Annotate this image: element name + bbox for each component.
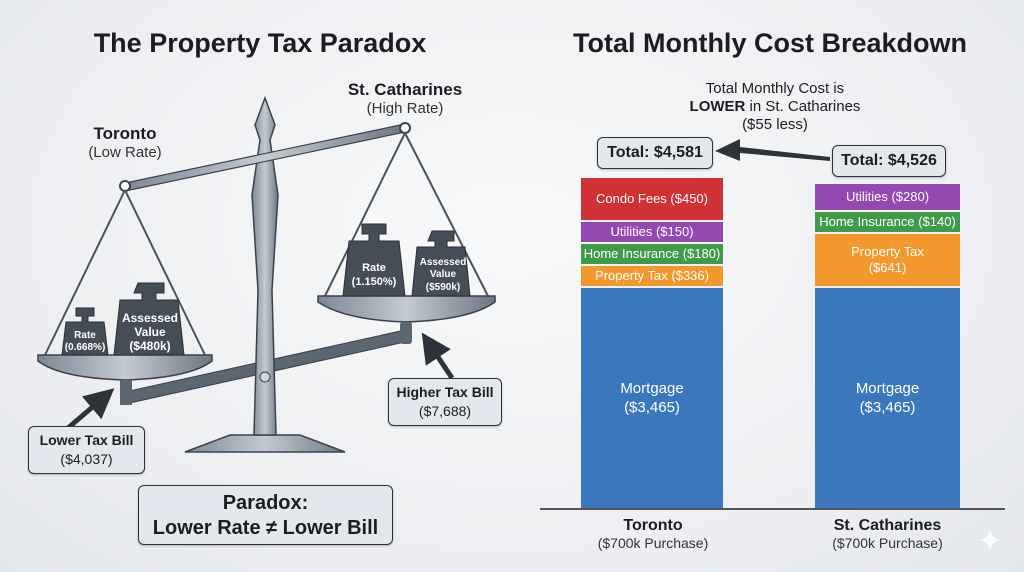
toronto-assessed-weight: Assessed Value ($480k): [113, 282, 185, 356]
bar-segment-label: Mortgage ($3,465): [620, 380, 684, 417]
toronto-assessed-label: Assessed: [122, 311, 178, 325]
stc-assessed-value: ($590k): [426, 282, 460, 293]
toronto-rate-value: (0.668%): [65, 342, 106, 353]
scale-base: [184, 434, 346, 453]
bar-segment-property-tax: Property Tax ($336): [581, 264, 723, 287]
toronto-heading: Toronto (Low Rate): [70, 124, 180, 161]
total-box-toronto: Total: $4,581: [597, 137, 713, 169]
stc-name: St. Catharines: [347, 80, 463, 99]
stc-rate-note: (High Rate): [366, 100, 444, 117]
bar-segment-label: Condo Fees ($450): [595, 191, 708, 207]
toronto-rate-note: (Low Rate): [88, 144, 162, 161]
diagram-title: The Property Tax Paradox: [93, 28, 427, 58]
total-box-stc: Total: $4,526: [832, 145, 946, 177]
bar-segment-label: Mortgage ($3,465): [855, 380, 920, 417]
toronto-assessed-value: ($480k): [129, 339, 170, 353]
chart-annotation: Total Monthly Cost is LOWER in St. Catha…: [689, 80, 861, 133]
bar-segment-utilities: Utilities ($280): [815, 184, 960, 211]
stc-heading: St. Catharines (High Rate): [330, 80, 480, 117]
stc-assessed-weight: Assessed Value ($590k): [411, 230, 471, 297]
stc-pan: [317, 295, 496, 323]
bar-segment-mortgage: Mortgage ($3,465): [815, 286, 960, 508]
higher-bill-arrow: [421, 332, 455, 380]
svg-text:Value: Value: [134, 325, 166, 339]
toronto-rate-label: Rate: [74, 330, 96, 341]
higher-tax-bill-callout: Higher Tax Bill ($7,688): [388, 378, 502, 426]
chart-title: Total Monthly Cost Breakdown: [572, 28, 967, 58]
toronto-pan: [37, 354, 213, 381]
paradox-callout: Paradox: Lower Rate ≠ Lower Bill: [138, 485, 393, 545]
toronto-rate-weight: Rate (0.668%): [61, 307, 109, 356]
toronto-name: Toronto: [93, 124, 157, 143]
bar-segment-label: Home Insurance ($140): [819, 214, 956, 230]
stc-assessed-label: Assessed: [420, 257, 467, 268]
bar-segment-label: Utilities ($150): [610, 224, 694, 240]
bar-segment-label: Utilities ($280): [845, 189, 930, 205]
bar-segment-label: Property Tax ($641): [851, 244, 924, 276]
comparison-arrow: [715, 139, 830, 161]
balance-scale-diagram: Rate (0.668%) Assessed Value ($480k) Rat…: [37, 95, 496, 453]
stc-rate-weight: Rate (1.150%): [342, 223, 406, 297]
stc-rate-value: (1.150%): [352, 276, 397, 288]
bar-segment-mortgage: Mortgage ($3,465): [581, 286, 723, 508]
x-axis-baseline: [540, 508, 1005, 510]
bar-segment-utilities: Utilities ($150): [581, 220, 723, 243]
bar-segment-condo-fees: Condo Fees ($450): [581, 178, 723, 221]
x-label-toronto: Toronto ($700k Purchase): [597, 517, 709, 551]
lower-bill-arrow: [66, 388, 115, 430]
lower-tax-bill-callout: Lower Tax Bill ($4,037): [28, 426, 145, 474]
scale-pillar: [251, 95, 279, 436]
svg-text:Value: Value: [430, 269, 457, 280]
x-label-stc: St. Catharines ($700k Purchase): [832, 517, 943, 551]
bar-segment-home-insurance: Home Insurance ($140): [815, 210, 960, 233]
stc-rate-label: Rate: [362, 262, 386, 274]
bar-segment-home-insurance: Home Insurance ($180): [581, 242, 723, 265]
bar-segment-property-tax: Property Tax ($641): [815, 232, 960, 287]
bar-segment-label: Home Insurance ($180): [583, 246, 721, 262]
bar-segment-label: Property Tax ($336): [595, 268, 709, 284]
sparkle-icon: [979, 529, 1001, 551]
